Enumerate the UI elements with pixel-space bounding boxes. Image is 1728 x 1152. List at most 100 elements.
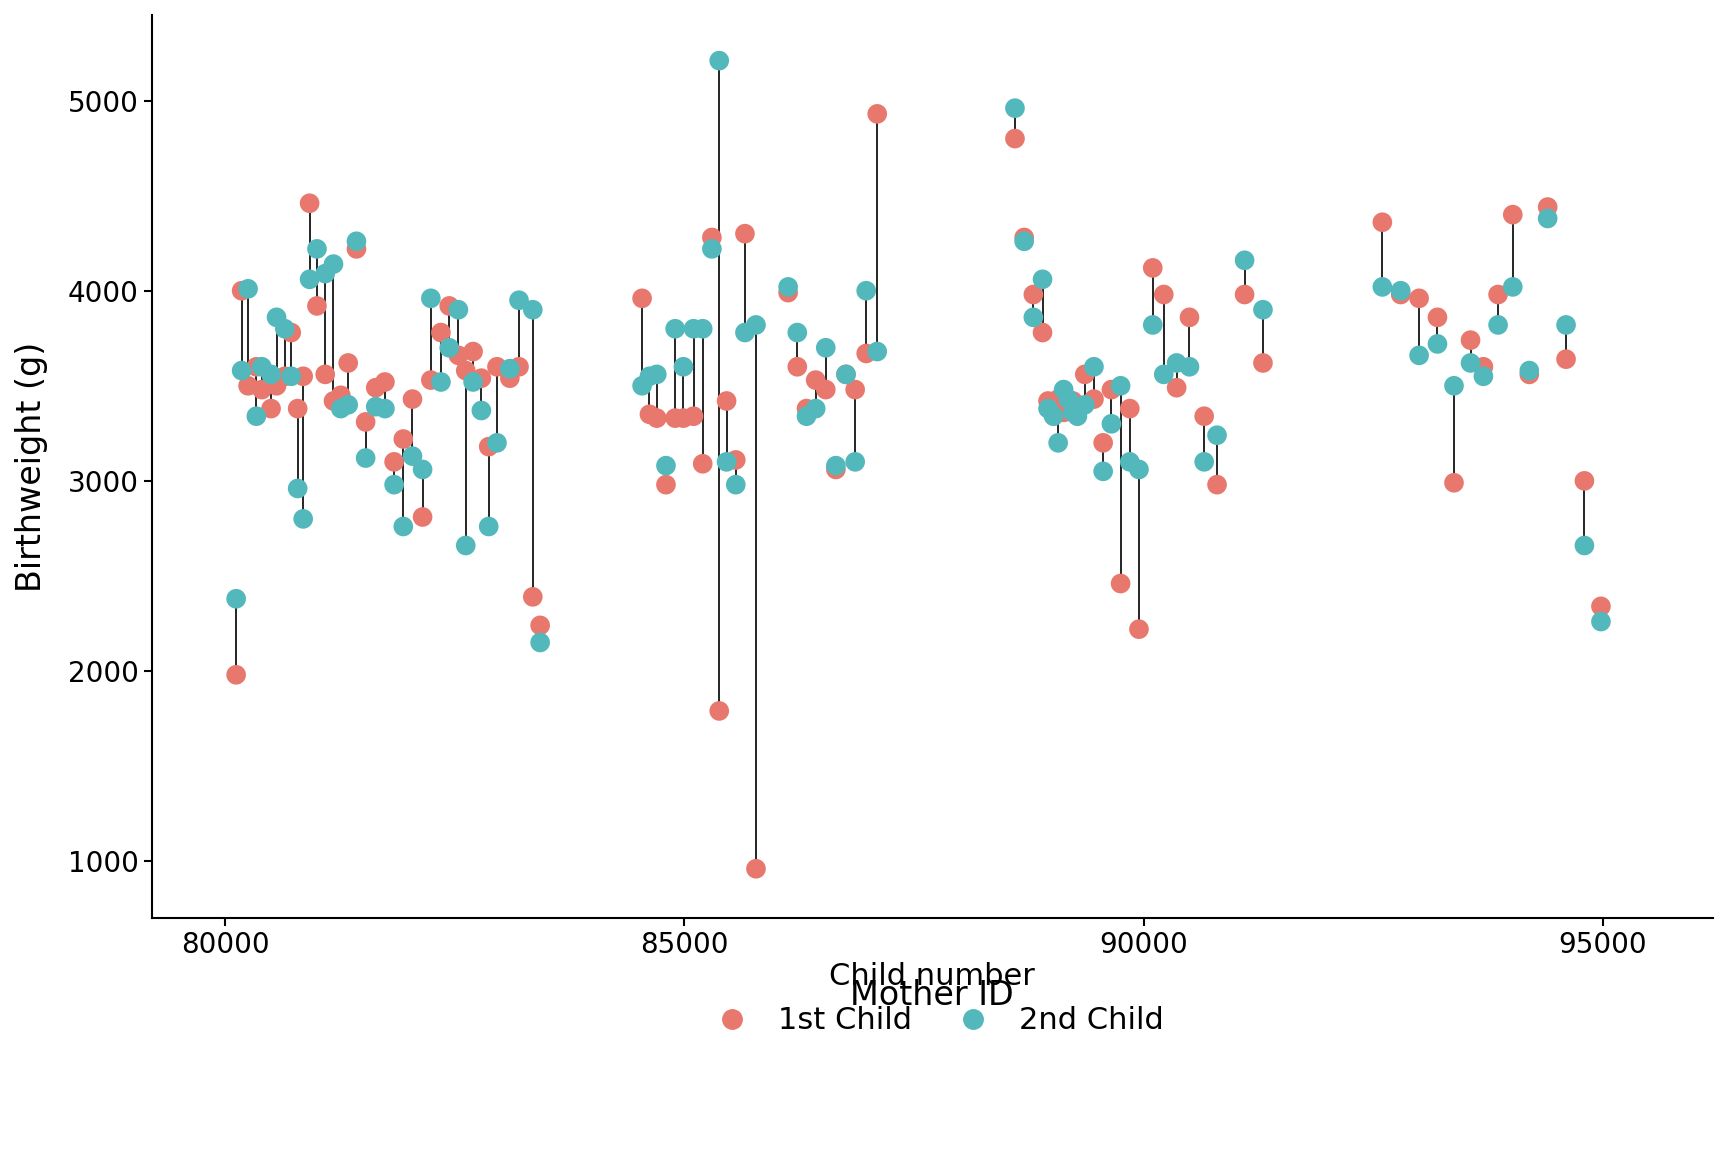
Point [731, 225, 759, 243]
Point [1064, 407, 1092, 425]
Point [662, 409, 689, 427]
Point [1369, 278, 1396, 296]
Point [527, 634, 555, 652]
Point [722, 476, 750, 494]
Point [1515, 365, 1543, 384]
Point [427, 373, 454, 392]
Point [389, 430, 416, 448]
Point [263, 308, 290, 326]
Point [1457, 331, 1484, 349]
Point [1001, 99, 1028, 118]
Point [689, 319, 717, 338]
Point [636, 367, 664, 386]
Point [235, 377, 263, 395]
Point [1534, 210, 1562, 228]
Point [1080, 357, 1108, 376]
Point [484, 433, 511, 452]
Legend: 1st Child, 2nd Child: 1st Child, 2nd Child [689, 949, 1175, 1047]
Point [1020, 286, 1047, 304]
Point [669, 409, 696, 427]
Point [705, 702, 733, 720]
Point [496, 369, 524, 387]
Point [302, 297, 330, 316]
Point [311, 365, 339, 384]
Point [475, 438, 503, 456]
Point [289, 367, 316, 386]
Point [353, 412, 380, 431]
Point [1044, 433, 1071, 452]
Point [1035, 400, 1063, 418]
Point [435, 339, 463, 357]
Point [774, 283, 802, 302]
Point [1249, 301, 1277, 319]
Point [1191, 453, 1218, 471]
Point [1051, 403, 1078, 422]
Point [453, 362, 480, 380]
Point [320, 392, 347, 410]
Point [505, 291, 532, 310]
Point [295, 194, 323, 212]
Point [698, 228, 726, 247]
Point [1001, 129, 1028, 147]
Point [289, 509, 316, 528]
Point [1106, 575, 1134, 593]
Point [651, 456, 679, 475]
Point [1424, 308, 1452, 326]
Point [327, 386, 354, 404]
Point [852, 344, 880, 363]
Point [271, 367, 299, 386]
Point [1369, 213, 1396, 232]
Point [311, 264, 339, 282]
Point [679, 407, 707, 425]
Point [1080, 389, 1108, 408]
Point [1498, 278, 1526, 296]
Point [1439, 377, 1467, 395]
Point [1125, 620, 1153, 638]
Y-axis label: Birthweight (g): Birthweight (g) [16, 341, 48, 592]
Point [1249, 354, 1277, 372]
Point [518, 301, 546, 319]
Point [484, 357, 511, 376]
Point [444, 301, 472, 319]
Point [1071, 365, 1099, 384]
Point [1139, 259, 1166, 278]
Point [353, 449, 380, 468]
Point [1498, 205, 1526, 223]
Point [1203, 426, 1230, 445]
Point [453, 537, 480, 555]
Point [629, 289, 657, 308]
Point [372, 400, 399, 418]
Point [302, 240, 330, 258]
Point [1059, 403, 1087, 422]
Point [496, 359, 524, 378]
Point [444, 346, 472, 364]
Point [1106, 377, 1134, 395]
Point [1020, 308, 1047, 326]
Point [833, 365, 861, 384]
Point [228, 362, 256, 380]
Point [283, 479, 311, 498]
Point [1552, 316, 1579, 334]
Point [741, 859, 769, 878]
Point [257, 365, 285, 384]
Point [242, 357, 270, 376]
Point [629, 377, 657, 395]
Point [1163, 354, 1191, 372]
Point [283, 400, 311, 418]
Point [1469, 357, 1496, 376]
Point [380, 476, 408, 494]
Point [1064, 400, 1092, 418]
Point [1484, 286, 1512, 304]
Point [361, 397, 389, 416]
Point [1054, 401, 1082, 419]
Point [223, 590, 251, 608]
Point [1469, 367, 1496, 386]
Point [475, 517, 503, 536]
Point [662, 319, 689, 338]
Point [295, 270, 323, 288]
Point [410, 461, 437, 479]
Point [389, 517, 416, 536]
Point [1149, 286, 1177, 304]
Point [1040, 407, 1068, 425]
Point [1586, 597, 1614, 615]
